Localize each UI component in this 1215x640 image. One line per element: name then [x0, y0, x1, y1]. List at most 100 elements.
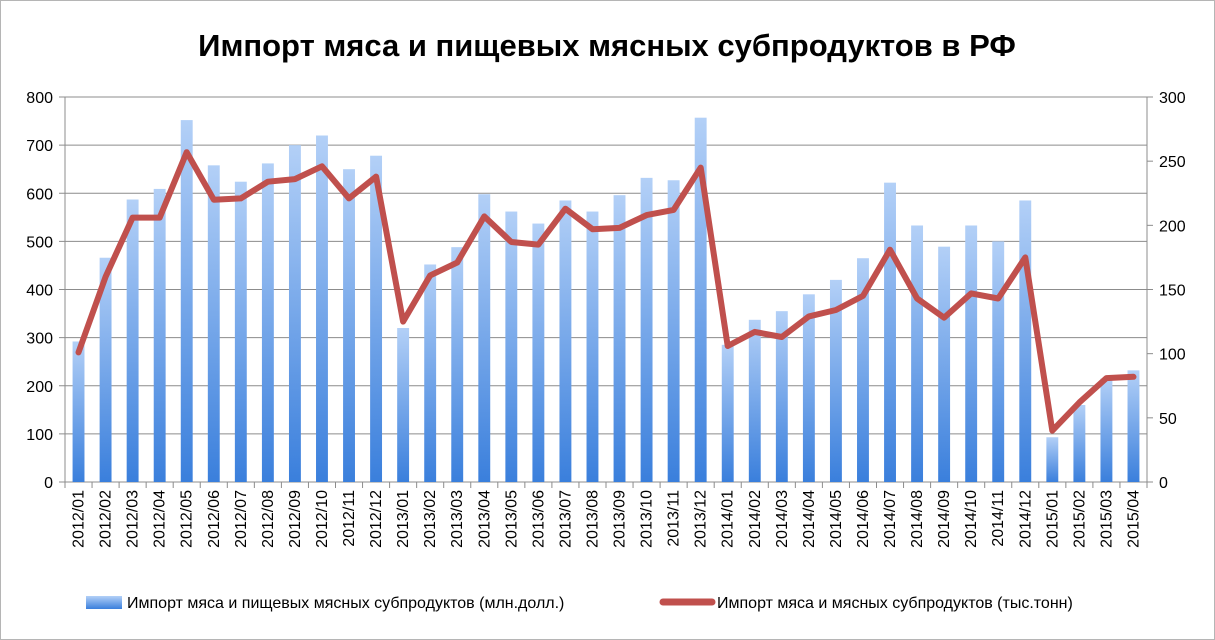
bar	[748, 319, 761, 482]
line-point	[293, 177, 297, 181]
x-axis-tick-label: 2013/03	[449, 490, 466, 548]
x-axis-tick-label: 2012/07	[233, 490, 250, 548]
x-axis-tick-label: 2015/02	[1071, 490, 1088, 548]
gridlines	[65, 96, 1147, 483]
bar	[478, 194, 491, 482]
bar	[667, 180, 680, 482]
bar	[207, 165, 220, 482]
left-axis-tick-label: 400	[26, 283, 53, 300]
tick-labels: 0 100 200 300 400 500 600 700 800 0 50 100 150 200 250…	[26, 90, 1186, 548]
line-point	[104, 275, 108, 279]
x-axis-tick-label: 2014/03	[774, 490, 791, 548]
line-point	[239, 196, 243, 200]
left-axis-tick-label: 600	[26, 186, 53, 203]
x-axis-tick-label: 2013/10	[639, 490, 656, 548]
right-axis-tick-label: 200	[1159, 218, 1186, 235]
bar	[234, 181, 247, 482]
bar	[1019, 200, 1032, 482]
bar	[370, 155, 383, 482]
bar	[261, 163, 274, 482]
x-axis-tick-label: 2014/10	[963, 490, 980, 548]
left-axis-tick-label: 100	[26, 427, 53, 444]
bar	[965, 225, 978, 482]
x-axis-tick-label: 2013/06	[530, 490, 547, 548]
line-point	[888, 248, 892, 252]
bar	[857, 258, 869, 482]
line-point	[131, 216, 135, 220]
line-series	[75, 149, 1137, 434]
line-point	[347, 196, 351, 200]
x-axis-tick-label: 2012/01	[71, 490, 88, 548]
left-axis-tick-label: 200	[26, 379, 53, 396]
bar	[424, 264, 437, 482]
x-axis-tick-label: 2012/10	[314, 490, 331, 548]
x-axis-tick-label: 2013/12	[693, 490, 710, 548]
right-axis-tick-label: 150	[1159, 283, 1186, 300]
x-axis-tick-label: 2012/06	[206, 490, 223, 548]
bar	[180, 120, 193, 482]
line-point	[645, 213, 649, 217]
bar	[559, 200, 572, 482]
right-axis-tick-label: 50	[1159, 411, 1177, 428]
series-line	[75, 149, 1137, 434]
bar	[451, 247, 464, 482]
line-point	[942, 316, 946, 320]
line-point	[1077, 400, 1081, 404]
line-point	[726, 344, 730, 348]
x-axis-tick-label: 2014/07	[882, 490, 899, 548]
bar	[884, 182, 896, 482]
line-point	[753, 330, 757, 334]
axes	[59, 96, 1153, 488]
x-axis-tick-label: 2015/03	[1098, 490, 1115, 548]
line-point	[780, 335, 784, 339]
bar	[694, 117, 707, 482]
x-axis-tick-label: 2014/12	[1017, 490, 1034, 548]
left-axis-tick-label: 300	[26, 331, 53, 348]
bar	[288, 145, 301, 482]
line-point	[509, 240, 513, 244]
x-axis-tick-label: 2013/05	[503, 490, 520, 548]
line-point	[428, 273, 432, 277]
legend: Импорт мяса и пищевых мясных субпродукто…	[86, 595, 1073, 612]
x-axis-tick-label: 2012/11	[341, 490, 358, 547]
line-point	[320, 164, 324, 168]
legend-bar-swatch	[86, 596, 122, 609]
x-axis-tick-label: 2014/09	[936, 490, 953, 548]
left-axis-tick-label: 700	[26, 138, 53, 155]
bar	[505, 211, 518, 482]
bar	[613, 195, 626, 483]
x-axis-tick-label: 2014/02	[747, 490, 764, 548]
line-point	[1104, 376, 1108, 380]
x-axis-tick-label: 2015/01	[1044, 490, 1061, 548]
right-axis-tick-label: 0	[1159, 475, 1168, 492]
x-axis-tick-label: 2013/07	[557, 490, 574, 548]
line-point	[1050, 429, 1054, 433]
x-axis-tick-label: 2012/08	[260, 490, 277, 548]
x-axis-tick-label: 2014/08	[909, 490, 926, 548]
bar	[1100, 378, 1113, 482]
bar	[775, 311, 788, 482]
line-point	[590, 227, 594, 231]
line-point	[77, 350, 81, 354]
chart-title: Импорт мяса и пищевых мясных субпродукто…	[198, 28, 1016, 63]
bar	[72, 341, 85, 482]
bar	[911, 225, 924, 482]
line-point	[996, 296, 1000, 300]
left-axis-tick-label: 800	[26, 90, 53, 107]
x-axis-tick-label: 2013/02	[422, 490, 439, 548]
x-axis-tick-label: 2014/05	[828, 490, 845, 548]
bar	[1073, 405, 1086, 482]
bar	[721, 344, 734, 482]
line-point	[672, 208, 676, 212]
x-axis-tick-label: 2015/04	[1125, 490, 1142, 548]
bar	[829, 279, 842, 482]
bar	[153, 188, 166, 482]
x-axis-tick-label: 2013/09	[612, 490, 629, 548]
x-axis-tick-label: 2013/01	[395, 490, 412, 548]
line-point	[266, 180, 270, 184]
bar	[126, 199, 139, 482]
x-axis-tick-label: 2012/05	[179, 490, 196, 548]
line-point	[834, 308, 838, 312]
x-axis-tick-label: 2014/04	[801, 490, 818, 548]
